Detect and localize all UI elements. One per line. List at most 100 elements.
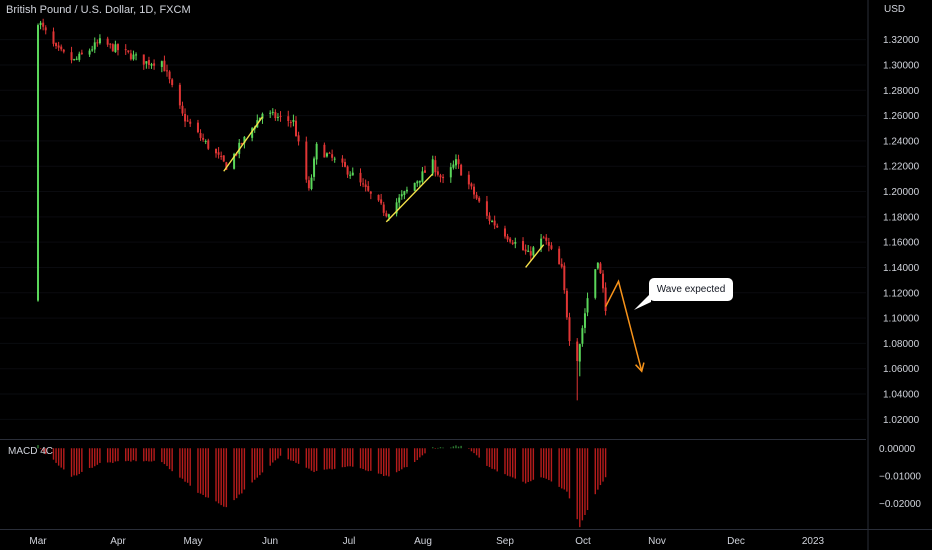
candle — [369, 191, 372, 194]
macd-bar — [586, 448, 589, 511]
candle — [467, 174, 470, 185]
macd-bar — [579, 448, 581, 528]
candle — [524, 249, 527, 252]
candle — [37, 25, 39, 301]
candle — [331, 154, 334, 158]
macd-bar — [326, 448, 328, 470]
macd-bar — [401, 448, 403, 470]
candle — [163, 60, 166, 72]
candle — [506, 236, 509, 240]
macd-bar — [509, 448, 511, 477]
candle — [57, 45, 60, 48]
candle — [558, 248, 561, 265]
callout-pointer — [634, 293, 651, 310]
macd-bar — [135, 448, 137, 462]
time-tick-label: Jun — [262, 536, 278, 547]
macd-bar — [148, 448, 150, 462]
macd-bar — [452, 446, 455, 449]
wave-expected-callout[interactable]: Wave expected — [649, 278, 733, 301]
macd-bar — [584, 448, 586, 515]
macd-bar — [99, 448, 101, 463]
candle — [514, 241, 517, 244]
candle — [166, 70, 168, 72]
candle — [604, 287, 607, 312]
candle — [532, 247, 535, 256]
candle — [88, 50, 91, 55]
macd-bar — [45, 448, 47, 455]
price-tick-label: 1.16000 — [883, 238, 920, 249]
candle — [93, 42, 96, 50]
macd-bar — [403, 448, 406, 468]
candle — [75, 58, 78, 60]
macd-bar — [367, 448, 369, 472]
macd-bar — [530, 448, 532, 482]
candle — [364, 184, 367, 188]
candle — [431, 159, 434, 174]
candle — [522, 241, 525, 251]
macd-bar — [540, 448, 542, 478]
macd-bar — [153, 448, 155, 461]
candle — [527, 250, 530, 252]
time-tick-label: Aug — [414, 536, 432, 547]
macd-bar — [91, 448, 93, 468]
macd-bar — [328, 448, 331, 469]
candle — [111, 44, 114, 52]
macd-bar — [184, 448, 186, 482]
macd-bar — [254, 448, 256, 480]
candle — [442, 176, 445, 179]
macd-bar — [491, 448, 493, 469]
macd-bar — [566, 448, 568, 492]
macd-bar — [488, 448, 491, 468]
macd-bar — [512, 448, 514, 478]
candle — [362, 183, 365, 185]
symbol-title: British Pound / U.S. Dollar, 1D, FXCM — [6, 4, 191, 16]
candle — [287, 116, 290, 121]
candle — [325, 153, 328, 157]
candle — [377, 194, 380, 201]
macd-bar — [455, 445, 457, 449]
candle — [44, 27, 47, 31]
candle — [509, 238, 512, 242]
candle — [258, 117, 261, 121]
macd-bar — [383, 448, 385, 476]
price-tick-label: 1.08000 — [883, 339, 920, 350]
macd-bar — [63, 448, 65, 470]
candle — [545, 237, 548, 241]
candle — [42, 22, 45, 27]
macd-bar — [166, 448, 168, 467]
forecast-arrowhead — [635, 362, 645, 373]
candle — [62, 49, 65, 52]
macd-bar — [145, 448, 148, 461]
macd-bar — [217, 448, 220, 504]
candle — [560, 263, 563, 267]
macd-bar — [287, 448, 289, 460]
macd-bar — [57, 448, 60, 466]
candle — [171, 79, 174, 85]
price-tick-label: 1.10000 — [883, 314, 920, 325]
macd-bar — [486, 448, 488, 466]
candle — [565, 290, 568, 318]
candle — [142, 54, 145, 65]
macd-bar — [450, 447, 452, 449]
macd-bar — [380, 448, 382, 475]
price-tick-label: 1.32000 — [883, 35, 920, 46]
macd-bar — [295, 448, 297, 463]
macd-bar — [424, 448, 426, 454]
candle — [313, 158, 316, 177]
candle — [289, 122, 292, 124]
macd-bar — [163, 448, 166, 465]
candle — [78, 53, 81, 60]
forecast-path — [604, 279, 645, 373]
candle — [251, 128, 254, 138]
macd-bar — [478, 448, 480, 458]
macd-bar — [398, 448, 400, 471]
candle — [421, 171, 424, 182]
macd-bar — [581, 448, 584, 521]
macd-bar — [106, 448, 109, 463]
macd-bar — [207, 448, 209, 498]
candle — [181, 105, 184, 114]
macd-bar — [261, 448, 264, 473]
candle — [581, 328, 584, 344]
candle — [199, 133, 202, 138]
